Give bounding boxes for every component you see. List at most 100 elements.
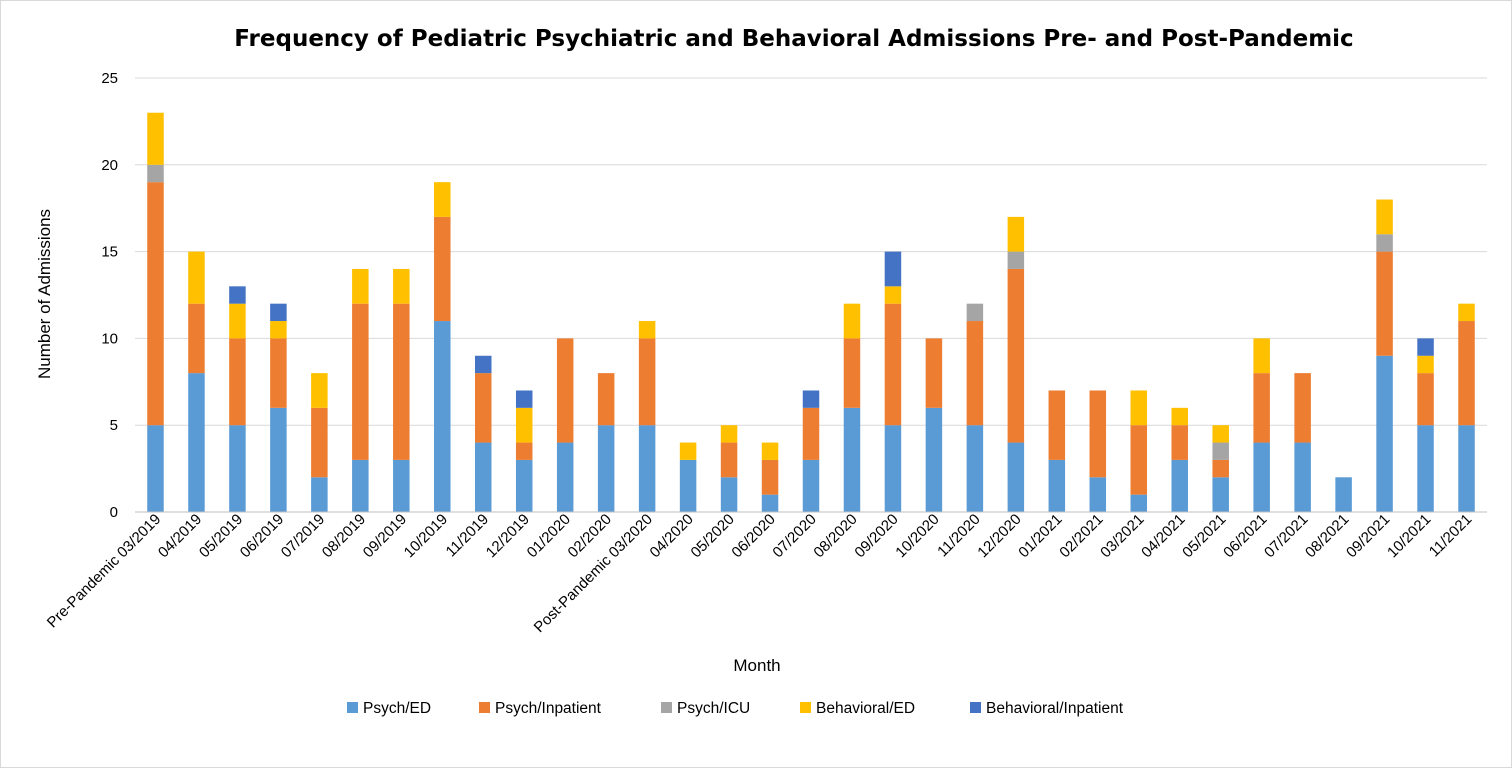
bar-segment bbox=[679, 442, 697, 460]
legend: Psych/ED Psych/Inpatient Psych/ICU Behavior… bbox=[347, 700, 1124, 717]
bar-segment bbox=[720, 477, 738, 512]
bar-segment bbox=[1417, 373, 1434, 426]
bar-segment bbox=[925, 338, 943, 408]
legend-label: Behavioral/Inpatient bbox=[986, 700, 1124, 717]
bar-segment bbox=[311, 477, 328, 512]
bar-segment bbox=[393, 459, 410, 512]
bar-segment bbox=[925, 407, 943, 512]
y-tick-label: 10 bbox=[101, 330, 118, 347]
legend-swatch bbox=[347, 702, 358, 713]
legend-label: Behavioral/ED bbox=[816, 700, 915, 717]
bar-segment bbox=[638, 425, 656, 512]
legend-label: Psych/ED bbox=[363, 700, 431, 717]
y-axis-ticks: 0 5 10 15 20 25 bbox=[101, 70, 118, 521]
bar-segment bbox=[1294, 442, 1311, 512]
bar-segment bbox=[720, 442, 738, 478]
bar-segment bbox=[1007, 268, 1025, 443]
bar-segment bbox=[966, 425, 984, 512]
bar-segment bbox=[147, 164, 164, 183]
x-tick-label: 12/2019 bbox=[483, 511, 533, 561]
bar-segment bbox=[474, 442, 492, 512]
bar-segment bbox=[802, 407, 820, 460]
bar-segment bbox=[1212, 477, 1229, 512]
bar-segment bbox=[352, 268, 369, 304]
bar-segment bbox=[884, 303, 902, 426]
bar-segment bbox=[188, 303, 205, 374]
x-tick-label: 11/2020 bbox=[934, 511, 984, 561]
bar-segment bbox=[1458, 425, 1475, 512]
bar-segment bbox=[188, 251, 205, 304]
x-tick-label: 04/2019 bbox=[155, 511, 205, 561]
bar-segment bbox=[229, 425, 246, 512]
legend-swatch bbox=[661, 702, 672, 713]
y-axis-title: Number of Admissions bbox=[35, 209, 54, 379]
bar-segment bbox=[1171, 459, 1188, 512]
legend-swatch bbox=[970, 702, 981, 713]
bar-segment bbox=[1376, 355, 1393, 512]
bar-segment bbox=[1376, 199, 1393, 235]
bar-segment bbox=[434, 321, 451, 512]
x-axis-ticks: Pre-Pandemic 03/201904/201905/201906/201… bbox=[44, 511, 1476, 636]
x-tick-label: 06/2019 bbox=[237, 511, 287, 561]
bar-segment bbox=[720, 425, 738, 443]
x-tick-label: 07/2020 bbox=[769, 511, 819, 561]
bar-segment bbox=[1376, 234, 1393, 252]
bar-segment bbox=[884, 286, 902, 304]
bar-segment bbox=[311, 407, 328, 478]
bar-segment bbox=[761, 442, 779, 460]
bar-segment bbox=[1171, 407, 1188, 426]
bar-segment bbox=[1253, 442, 1270, 512]
bar-segment bbox=[188, 373, 205, 512]
bar-segment bbox=[474, 355, 492, 374]
bar-segment bbox=[1212, 459, 1229, 478]
legend-label: Psych/ICU bbox=[677, 700, 750, 717]
bar-segment bbox=[434, 182, 451, 217]
bar-segment bbox=[597, 373, 615, 426]
bar-segment bbox=[1089, 477, 1107, 512]
bar-segment bbox=[556, 338, 574, 443]
bar-segment bbox=[638, 338, 656, 426]
x-tick-label: Pre-Pandemic 03/2019 bbox=[44, 511, 165, 632]
bars bbox=[147, 112, 1475, 512]
bar-segment bbox=[638, 321, 656, 339]
x-tick-label: 10/2019 bbox=[401, 511, 451, 561]
bar-segment bbox=[1458, 303, 1475, 322]
x-tick-label: 08/2020 bbox=[810, 511, 860, 561]
bar-segment bbox=[474, 373, 492, 443]
chart-title: Frequency of Pediatric Psychiatric and B… bbox=[234, 26, 1353, 52]
y-tick-label: 5 bbox=[110, 417, 118, 434]
bar-segment bbox=[1458, 321, 1475, 426]
bar-segment bbox=[1417, 338, 1434, 356]
bar-segment bbox=[229, 303, 246, 339]
bar-segment bbox=[843, 407, 861, 512]
x-tick-label: 05/2021 bbox=[1179, 511, 1229, 561]
bar-segment bbox=[761, 459, 779, 495]
x-tick-label: 06/2020 bbox=[728, 511, 778, 561]
bar-segment bbox=[1007, 216, 1025, 252]
x-tick-label: 03/2021 bbox=[1097, 511, 1147, 561]
bar-segment bbox=[966, 321, 984, 426]
bar-segment bbox=[843, 303, 861, 339]
bar-segment bbox=[761, 494, 779, 512]
gridlines bbox=[135, 77, 1487, 426]
bar-segment bbox=[1253, 338, 1270, 374]
legend-swatch bbox=[479, 702, 490, 713]
bar-segment bbox=[270, 407, 287, 512]
bar-segment bbox=[434, 216, 451, 322]
bar-segment bbox=[270, 321, 287, 339]
bar-segment bbox=[1130, 390, 1148, 426]
x-tick-label: 12/2020 bbox=[974, 511, 1024, 561]
x-tick-label: 10/2020 bbox=[892, 511, 942, 561]
bar-segment bbox=[1253, 373, 1270, 443]
bar-segment bbox=[1048, 390, 1066, 460]
bar-segment bbox=[515, 459, 533, 512]
x-tick-label: 01/2020 bbox=[524, 511, 574, 561]
bar-segment bbox=[147, 425, 164, 512]
x-tick-label: 05/2020 bbox=[688, 511, 738, 561]
bar-segment bbox=[884, 251, 902, 287]
x-tick-label: 07/2019 bbox=[278, 511, 328, 561]
bar-segment bbox=[229, 286, 246, 304]
bar-segment bbox=[515, 390, 533, 408]
bar-segment bbox=[843, 338, 861, 408]
x-tick-label: 07/2021 bbox=[1261, 511, 1311, 561]
